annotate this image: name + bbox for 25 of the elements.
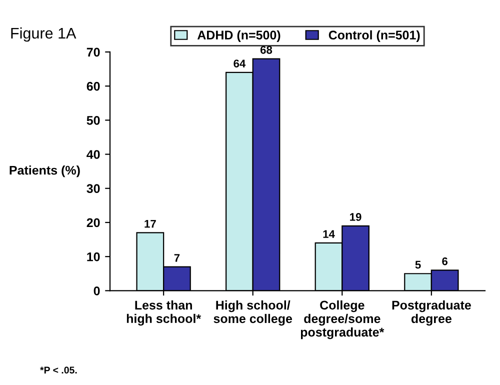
data-label: 5 [415, 260, 421, 269]
y-tick-label: 50 [86, 116, 100, 125]
y-tick-label: 40 [86, 150, 100, 159]
x-tick-label: College degree/some postgraduate* [300, 300, 384, 340]
y-tick-label: 10 [87, 252, 100, 262]
x-tick-label: Less than high school* [126, 300, 202, 326]
x-tick-label: High school/ some college [214, 300, 292, 326]
x-tick-label: Postgraduate degree [392, 300, 471, 326]
data-label: 7 [174, 254, 180, 262]
data-label: 6 [442, 257, 448, 266]
y-axis-title: Patients (%) [10, 166, 80, 178]
y-tick-label: 30 [86, 184, 100, 194]
caption: Figure 1A [11, 27, 76, 42]
legend-label: ADHD (n=500) [197, 30, 280, 42]
text: *P < .05. [40, 366, 77, 374]
data-label: 19 [350, 213, 362, 221]
y-tick-label: 20 [86, 218, 100, 228]
data-label: 68 [260, 46, 272, 54]
y-tick-label: 70 [86, 48, 100, 57]
y-tick-label: 0 [94, 286, 100, 296]
data-label: 17 [144, 220, 156, 228]
y-tick-label: 60 [86, 82, 100, 91]
legend-label: Control (n=501) [328, 30, 420, 42]
data-label: 64 [234, 60, 246, 68]
data-label: 14 [323, 230, 335, 238]
